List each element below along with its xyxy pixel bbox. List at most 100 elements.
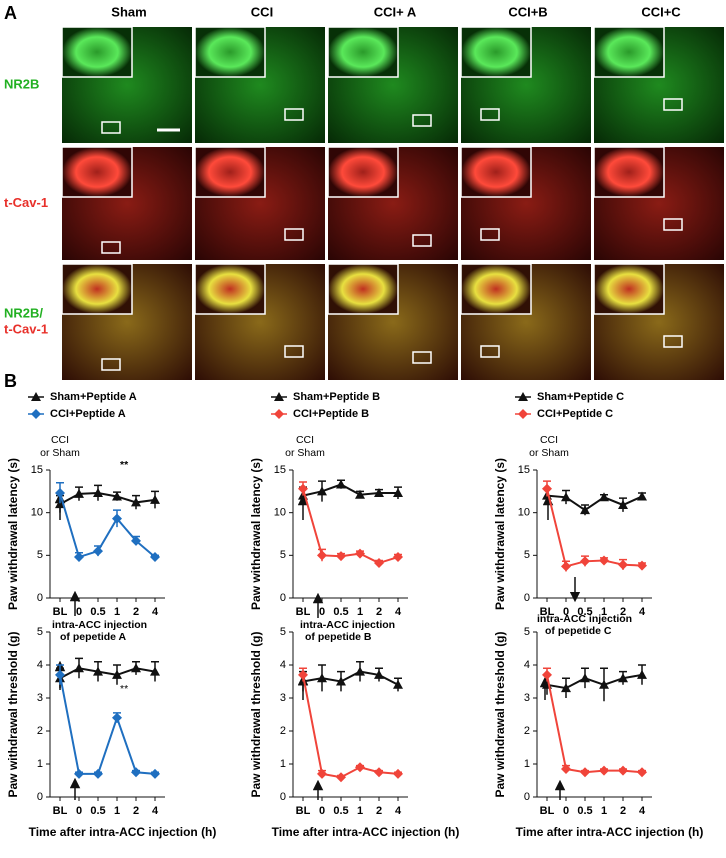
inset bbox=[194, 146, 266, 198]
data-point bbox=[637, 767, 647, 778]
data-point bbox=[618, 765, 628, 776]
data-point bbox=[580, 767, 590, 778]
legend-marker bbox=[31, 392, 41, 401]
column-header: CCI bbox=[251, 4, 273, 19]
data-point bbox=[55, 499, 65, 509]
data-point bbox=[561, 683, 571, 693]
data-point bbox=[298, 669, 308, 680]
annotation: intra-ACC injection bbox=[537, 613, 632, 625]
data-point bbox=[74, 663, 84, 673]
data-point bbox=[393, 679, 403, 689]
y-tick-label: 10 bbox=[518, 507, 530, 519]
column-header: CCI+C bbox=[641, 4, 681, 19]
inset bbox=[460, 263, 532, 315]
data-point bbox=[561, 561, 571, 572]
y-axis-label: Paw withdrawal latency (s) bbox=[249, 458, 263, 610]
annotation: or Sham bbox=[285, 447, 325, 459]
series-line bbox=[546, 494, 643, 512]
data-point bbox=[298, 483, 308, 494]
y-tick-label: 4 bbox=[37, 659, 43, 671]
data-point bbox=[599, 492, 609, 502]
y-tick-label: 1 bbox=[37, 758, 43, 770]
data-point bbox=[355, 762, 365, 773]
data-point bbox=[93, 488, 103, 498]
annotation: CCI bbox=[51, 434, 69, 446]
panel-label: A bbox=[4, 3, 17, 23]
series-line bbox=[302, 674, 399, 779]
data-point bbox=[74, 768, 84, 779]
y-tick-label: 5 bbox=[524, 549, 530, 561]
y-tick-label: 0 bbox=[524, 592, 530, 604]
y-tick-label: 15 bbox=[518, 464, 530, 476]
legend-marker bbox=[274, 409, 284, 419]
inset bbox=[460, 26, 532, 78]
y-axis-label: Paw withdrawal latency (s) bbox=[6, 458, 20, 610]
annotation: ** bbox=[120, 459, 129, 471]
data-point bbox=[93, 768, 103, 779]
x-tick-label: 2 bbox=[376, 805, 382, 817]
data-point bbox=[150, 494, 160, 504]
x-tick-label: 4 bbox=[152, 606, 159, 618]
y-tick-label: 2 bbox=[37, 725, 43, 737]
y-tick-label: 0 bbox=[280, 592, 286, 604]
roi-box bbox=[480, 228, 500, 241]
data-point bbox=[150, 552, 160, 563]
x-tick-label: BL bbox=[540, 606, 555, 618]
inset bbox=[327, 146, 399, 198]
legend-marker bbox=[274, 392, 284, 401]
annotation: CCI bbox=[540, 434, 558, 446]
roi-box bbox=[412, 234, 432, 247]
data-point bbox=[561, 763, 571, 774]
x-tick-label: 1 bbox=[114, 805, 120, 817]
data-point bbox=[355, 548, 365, 559]
x-tick-label: 1 bbox=[114, 606, 120, 618]
x-tick-label: 4 bbox=[152, 805, 159, 817]
x-tick-label: 2 bbox=[620, 606, 626, 618]
inset bbox=[327, 263, 399, 315]
x-axis-label: Time after intra-ACC injection (h) bbox=[29, 825, 217, 839]
data-point bbox=[93, 546, 103, 557]
roi-box bbox=[412, 114, 432, 127]
y-tick-label: 15 bbox=[31, 464, 43, 476]
data-point bbox=[637, 560, 647, 571]
y-tick-label: 3 bbox=[37, 692, 43, 704]
annotation: of pepetide C bbox=[545, 625, 612, 637]
data-point bbox=[374, 669, 384, 679]
data-point bbox=[55, 488, 65, 499]
series-line bbox=[59, 674, 156, 775]
y-tick-label: 2 bbox=[280, 725, 286, 737]
y-tick-label: 0 bbox=[280, 791, 286, 803]
data-point bbox=[336, 772, 346, 783]
x-tick-label: 0 bbox=[563, 805, 569, 817]
series-line bbox=[546, 674, 643, 774]
series-line bbox=[302, 670, 399, 686]
data-point bbox=[336, 676, 346, 686]
x-tick-label: BL bbox=[296, 606, 311, 618]
data-point bbox=[618, 673, 628, 683]
data-point bbox=[150, 666, 160, 676]
inset bbox=[593, 26, 665, 78]
series-line bbox=[302, 488, 399, 565]
x-tick-label: 2 bbox=[133, 805, 139, 817]
x-tick-label: 0.5 bbox=[577, 805, 592, 817]
y-axis-label: Paw withdrawal threshold (g) bbox=[249, 631, 263, 797]
data-point bbox=[55, 669, 65, 680]
data-point bbox=[393, 768, 403, 779]
roi-box bbox=[480, 345, 500, 358]
annotation: intra-ACC injection bbox=[300, 619, 395, 631]
x-tick-label: 0.5 bbox=[333, 606, 348, 618]
inset bbox=[194, 26, 266, 78]
series-line bbox=[546, 673, 643, 690]
y-tick-label: 1 bbox=[280, 758, 286, 770]
x-tick-label: 4 bbox=[639, 606, 646, 618]
inset bbox=[61, 263, 133, 315]
data-point bbox=[93, 666, 103, 676]
annotation: of pepetide A bbox=[60, 631, 127, 643]
column-header: CCI+ A bbox=[374, 4, 417, 19]
x-tick-label: 2 bbox=[133, 606, 139, 618]
roi-box bbox=[663, 218, 683, 231]
data-point bbox=[393, 552, 403, 563]
row-label: NR2B bbox=[4, 76, 39, 91]
series-line bbox=[59, 492, 156, 506]
data-point bbox=[637, 491, 647, 501]
